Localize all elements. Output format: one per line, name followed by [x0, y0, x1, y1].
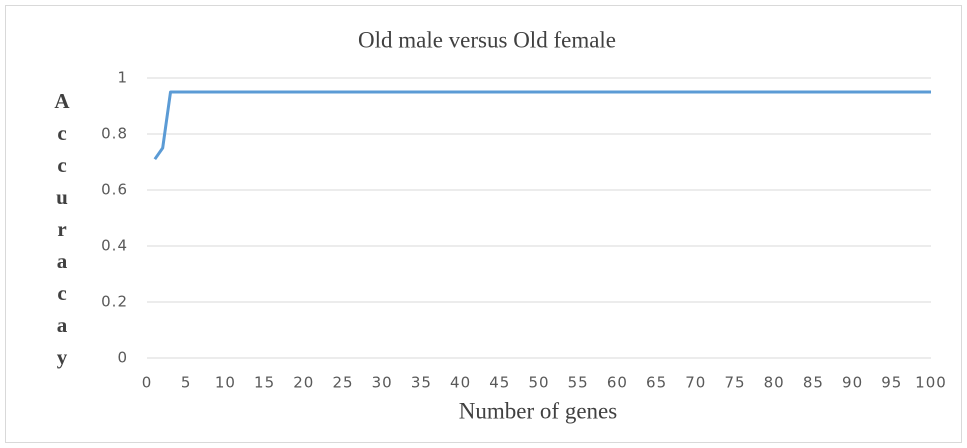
x-tick-label: 90	[842, 374, 863, 392]
x-tick-label: 95	[881, 374, 902, 392]
x-tick-label: 75	[724, 374, 745, 392]
y-axis-label-letter: a	[57, 249, 68, 273]
y-tick-label: 0.4	[101, 237, 128, 255]
x-tick-label: 35	[411, 374, 432, 392]
x-tick-label: 50	[528, 374, 549, 392]
data-line	[153, 90, 931, 161]
x-tick-label: 10	[215, 374, 236, 392]
y-axis-label-letter: y	[57, 345, 68, 369]
x-tick-label: 85	[803, 374, 824, 392]
y-axis-label-letter: A	[54, 89, 70, 113]
x-tick-label: 65	[646, 374, 667, 392]
y-tick-label: 0.8	[101, 125, 128, 143]
y-tick-label: 0	[117, 349, 128, 367]
y-axis-label-letter: c	[57, 281, 66, 305]
x-tick-label: 20	[293, 374, 314, 392]
x-tick-label: 60	[607, 374, 628, 392]
x-tick-label: 30	[372, 374, 393, 392]
y-axis-label-letter: r	[57, 217, 66, 241]
x-tick-label: 5	[181, 374, 192, 392]
y-tick-label: 0.2	[101, 293, 128, 311]
x-tick-label: 40	[450, 374, 471, 392]
x-tick-label: 15	[254, 374, 275, 392]
x-tick-label: 0	[142, 374, 153, 392]
y-axis-label-letter: a	[57, 313, 68, 337]
x-tick-label: 25	[332, 374, 353, 392]
x-tick-label: 70	[685, 374, 706, 392]
chart-title: Old male versus Old female	[358, 27, 616, 52]
y-axis-label-letter: u	[56, 185, 68, 209]
y-axis-label-letter: c	[57, 153, 66, 177]
y-tick-label: 0.6	[101, 181, 128, 199]
x-tick-label: 80	[764, 374, 785, 392]
y-tick-label: 1	[117, 69, 128, 87]
x-tick-label: 45	[489, 374, 510, 392]
x-tick-label: 55	[568, 374, 589, 392]
y-axis-label-letter: c	[57, 121, 66, 145]
x-axis-label: Number of genes	[459, 398, 617, 423]
x-tick-label: 100	[915, 374, 947, 392]
